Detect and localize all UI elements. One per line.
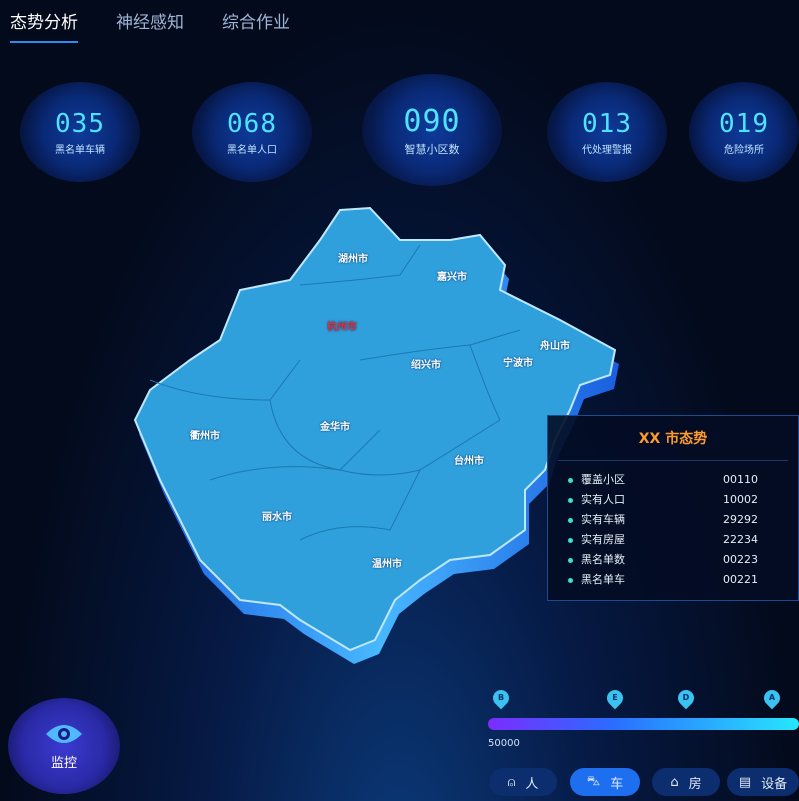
filter-house-button[interactable]: ⌂ 房 — [652, 768, 720, 796]
marker-label: A — [768, 693, 776, 702]
kpi-label: 黑名单人口 — [227, 144, 277, 156]
marker-label: E — [612, 693, 618, 702]
filter-person-button[interactable]: ⍝ 人 — [489, 768, 557, 796]
city-borders — [149, 244, 521, 541]
stat-label: 黑名单数 — [581, 553, 625, 566]
kpi-value: 019 — [719, 108, 769, 139]
kpi-dangerous-places: 019 危险场所 — [689, 82, 799, 182]
kpi-value: 068 — [227, 108, 277, 139]
stat-row: 实有房屋 22234 — [548, 529, 798, 549]
filter-label: 人 — [525, 776, 539, 792]
kpi-value: 013 — [582, 108, 632, 139]
stat-value: 22234 — [723, 532, 758, 546]
city-label-wenzhou[interactable]: 温州市 — [372, 559, 402, 570]
kpi-smart-communities: 090 智慧小区数 — [362, 74, 502, 186]
city-label-quzhou[interactable]: 衢州市 — [190, 431, 220, 442]
panel-title: XX 市态势 — [558, 428, 788, 461]
kpi-blacklist-vehicles: 035 黑名单车辆 — [20, 82, 140, 182]
city-situation-panel: XX 市态势 覆盖小区 00110 实有人口 10002 实有车辆 29292 实有房… — [547, 415, 799, 601]
car-icon: ⛍ — [586, 773, 601, 789]
stat-value: 00110 — [723, 472, 758, 486]
kpi-value: 035 — [55, 108, 105, 139]
eye-icon — [46, 724, 82, 743]
tab-integrated-operations[interactable]: 综合作业 — [222, 13, 290, 33]
stat-row: 黑名单车 00221 — [548, 569, 798, 589]
filter-label: 车 — [610, 776, 624, 792]
tab-situation-analysis[interactable]: 态势分析 — [10, 8, 78, 43]
city-label-jiaxing[interactable]: 嘉兴市 — [437, 272, 467, 283]
gradient-scale-bar — [488, 718, 799, 730]
top-tabs: 态势分析 神经感知 综合作业 — [10, 8, 290, 43]
city-label-jinhua[interactable]: 金华市 — [320, 422, 350, 433]
marker-pin[interactable]: D — [674, 686, 698, 710]
stat-label: 覆盖小区 — [581, 473, 625, 486]
city-label-lishui[interactable]: 丽水市 — [262, 512, 292, 523]
stat-value: 10002 — [723, 492, 758, 506]
kpi-value: 090 — [403, 103, 461, 139]
filter-device-button[interactable]: ▤ 设备 — [727, 768, 799, 796]
scale-min-label: 50000 — [488, 738, 520, 749]
stat-label: 实有人口 — [581, 493, 625, 506]
kpi-label: 黑名单车辆 — [55, 144, 105, 156]
stat-label: 实有车辆 — [581, 513, 625, 526]
city-label-taizhou[interactable]: 台州市 — [454, 456, 484, 467]
stat-value: 00223 — [723, 552, 758, 566]
monitor-button[interactable]: 监控 — [8, 698, 120, 794]
stat-label: 黑名单车 — [581, 573, 625, 586]
person-icon: ⍝ — [507, 774, 516, 790]
device-icon: ▤ — [738, 774, 752, 790]
marker-pin[interactable]: E — [603, 686, 627, 710]
stat-row: 实有人口 10002 — [548, 489, 798, 509]
kpi-label: 智慧小区数 — [404, 142, 460, 156]
kpi-blacklist-population: 068 黑名单人口 — [192, 82, 312, 182]
stat-label: 实有房屋 — [581, 533, 625, 546]
city-label-huzhou[interactable]: 湖州市 — [338, 254, 368, 265]
city-label-ningbo[interactable]: 宁波市 — [503, 358, 533, 369]
marker-label: D — [682, 693, 690, 702]
city-label-hangzhou[interactable]: 杭州市 — [327, 322, 357, 333]
city-label-zhoushan[interactable]: 舟山市 — [540, 341, 570, 352]
kpi-label: 危险场所 — [724, 144, 764, 156]
stat-value: 00221 — [723, 572, 758, 586]
kpi-pending-alerts: 013 代处理警报 — [547, 82, 667, 182]
stat-row: 黑名单数 00223 — [548, 549, 798, 569]
marker-pin[interactable]: A — [760, 686, 784, 710]
stat-value: 29292 — [723, 512, 758, 526]
filter-label: 房 — [688, 776, 702, 792]
tab-neural-perception[interactable]: 神经感知 — [116, 13, 184, 33]
kpi-label: 代处理警报 — [582, 144, 632, 156]
monitor-label: 监控 — [50, 755, 77, 771]
marker-pin[interactable]: B — [489, 686, 513, 710]
marker-label: B — [497, 693, 505, 702]
city-label-shaoxing[interactable]: 绍兴市 — [411, 360, 441, 371]
filter-label: 设备 — [761, 776, 788, 792]
map-surface[interactable] — [133, 206, 617, 652]
house-icon: ⌂ — [670, 774, 679, 790]
stat-row: 实有车辆 29292 — [548, 509, 798, 529]
stat-row: 覆盖小区 00110 — [548, 469, 798, 489]
filter-car-button[interactable]: ⛍ 车 — [570, 768, 640, 796]
